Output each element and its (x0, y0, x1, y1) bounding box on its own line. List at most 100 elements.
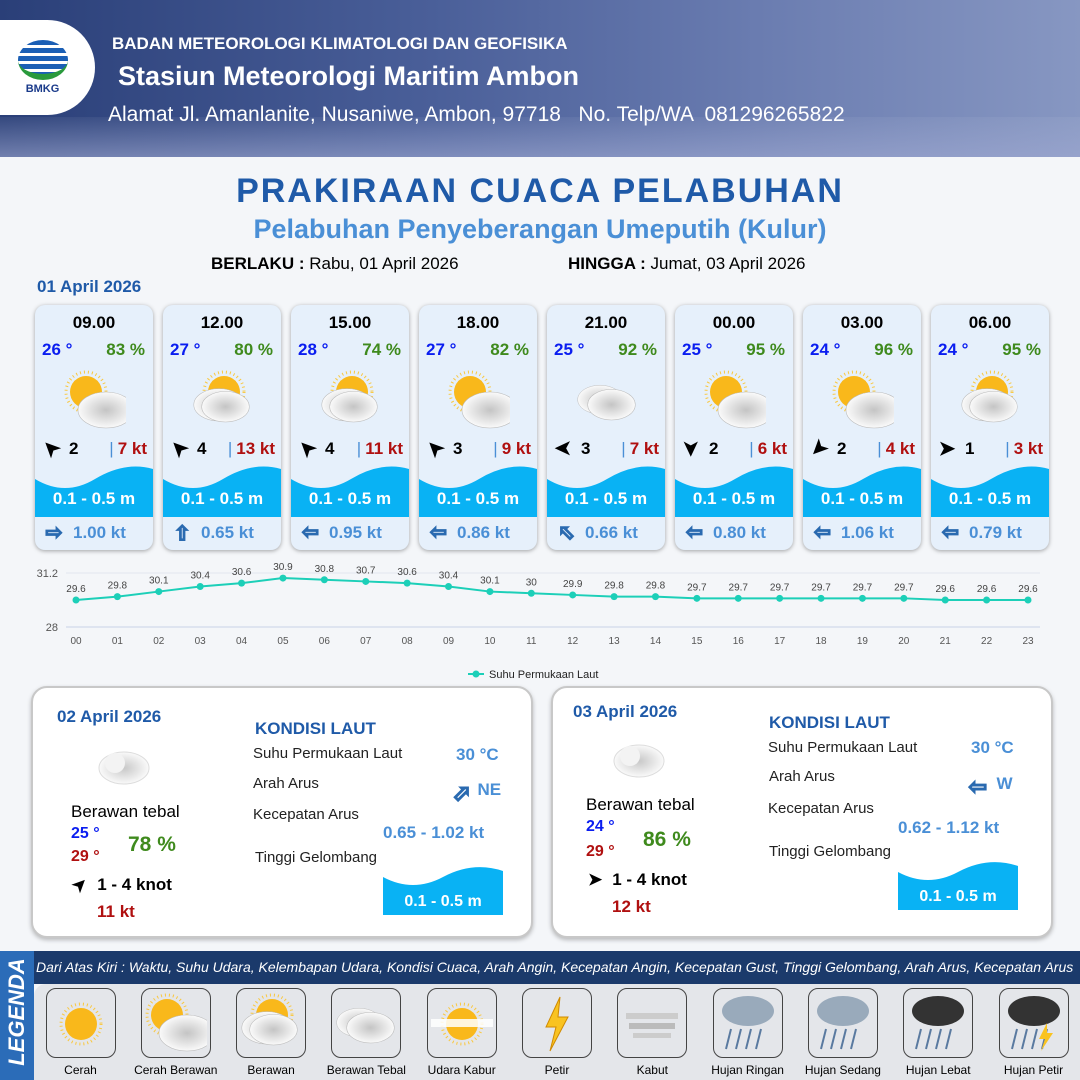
cerah-icon (45, 988, 116, 1058)
current-speed: 0.66 kt (585, 522, 638, 542)
air-temp: 27 ° (170, 340, 201, 359)
current: ⇨ 0.79 kt (937, 520, 1022, 545)
forecast-card: 21.00 25 ° 92 % ➤ 3 | 7 kt 0.1 - 0.5 m ⇨ 0.6… (547, 305, 665, 550)
x-tick-label: 06 (319, 636, 331, 647)
humidity: 92 % (618, 340, 657, 359)
wind-arrow-icon: ➤ (165, 434, 194, 462)
cerah-berawan-icon (704, 370, 775, 430)
data-label: 30.9 (273, 562, 293, 573)
humidity: 83 % (106, 340, 145, 359)
series-line (75, 577, 1028, 601)
current-arrow-icon: ⇨ (552, 518, 581, 546)
berawan-icon (960, 370, 1022, 430)
header-banner (0, 0, 1080, 157)
sst-value: 30 °C (971, 738, 1014, 757)
wind-arrow-icon: ➤ (37, 434, 66, 462)
forecast-card: 03.00 24 ° 96 % ➤ 2 | 4 kt 0.1 - 0.5 m ⇨ 1.0… (803, 305, 921, 550)
air-temp: 25 ° (554, 340, 585, 359)
x-tick-label: 08 (402, 636, 414, 647)
legend-side-label: LEGENDA (0, 951, 34, 1080)
current-arrow-icon: ⇨ (813, 521, 831, 544)
x-tick-label: 15 (691, 636, 703, 647)
x-tick-label: 21 (940, 636, 952, 647)
wave-height: 0.1 - 0.5 m (931, 465, 1049, 517)
berawan-icon (236, 988, 307, 1058)
legend-description: Dari Atas Kiri : Waktu, Suhu Udara, Kele… (34, 951, 1080, 984)
forecast-time: 18.00 (456, 313, 500, 332)
data-label: 30 (526, 577, 538, 588)
air-temp: 25 ° (682, 340, 713, 359)
data-point (734, 594, 742, 602)
page-title: PRAKIRAAN CUACA PELABUHAN (236, 172, 844, 210)
data-label: 30.7 (356, 565, 376, 576)
sst-label: Suhu Permukaan Laut (768, 739, 918, 756)
gust: | 7 kt (621, 438, 659, 458)
wind-speed: 2 (837, 438, 847, 458)
cerah-berawan-icon (64, 370, 135, 430)
x-tick-label: 13 (609, 636, 621, 647)
legend-label: Udara Kabur (427, 1063, 496, 1077)
forecast-card: 15.00 28 ° 74 % ➤ 4 | 11 kt 0.1 - 0.5 m ⇨ 0.… (291, 305, 409, 550)
forecast-time: 12.00 (200, 313, 244, 332)
current-arrow-icon: ⇨ (685, 521, 703, 544)
x-tick-label: 23 (1022, 636, 1034, 647)
legend-item: Petir (510, 988, 605, 1077)
current-speed: 0.95 kt (329, 522, 382, 542)
weather-label: Berawan tebal (71, 802, 180, 821)
data-point (693, 594, 701, 602)
legend-label: Cerah Berawan (134, 1063, 218, 1077)
data-point (320, 576, 328, 584)
data-point (486, 588, 494, 596)
valid-from: BERLAKU : Rabu, 01 April 2026 (211, 254, 459, 273)
gust: 11 kt (97, 902, 135, 921)
legend-item: Hujan Lebat (891, 988, 986, 1077)
humidity: 95 % (1002, 340, 1041, 359)
data-label: 30.4 (439, 571, 459, 582)
x-tick-label: 12 (567, 636, 579, 647)
temp-max: 29 ° (71, 848, 100, 865)
data-point (527, 589, 535, 597)
current-arrow-icon: ⇨ (171, 524, 194, 542)
day3-panel: 03 April 2026 Berawan tebal 24 ° 29 ° 86… (551, 686, 1053, 938)
wind-speed: 4 (325, 438, 335, 458)
air-temp: 24 ° (938, 340, 969, 359)
current-dir: ⇨ W (968, 774, 1013, 800)
wind: ➤ 1 - 4 knot (588, 870, 687, 889)
current: ⇨ 0.66 kt (552, 518, 638, 546)
wind-speed: 2 (709, 438, 719, 458)
sea-title: KONDISI LAUT (769, 713, 890, 732)
gust: | 11 kt (356, 438, 403, 458)
current-speed: 0.65 - 1.02 kt (383, 823, 485, 842)
petir-icon (522, 988, 592, 1058)
data-label: 29.7 (729, 582, 749, 593)
wind: ➤ 2 | 7 kt (38, 434, 147, 461)
data-point (817, 594, 825, 602)
forecast-time: 00.00 (712, 313, 756, 332)
wave-height: 0.1 - 0.5 m (35, 465, 153, 517)
air-temp: 28 ° (298, 340, 329, 359)
wind: ➤ 2 | 6 kt (680, 436, 788, 461)
forecast-time: 21.00 (584, 313, 628, 332)
port-name: Pelabuhan Penyeberangan Umeputih (Kulur) (253, 214, 827, 244)
data-point (279, 574, 287, 582)
data-label: 30.6 (232, 567, 252, 578)
agency-name: BADAN METEOROLOGI KLIMATOLOGI DAN GEOFIS… (112, 34, 568, 53)
data-label: 30.1 (480, 576, 500, 587)
wind-speed: 2 (69, 438, 79, 458)
data-label: 29.7 (687, 582, 707, 593)
forecast-card: 12.00 27 ° 80 % ➤ 4 | 13 kt 0.1 - 0.5 m ⇨ 0.… (163, 305, 281, 550)
cerah-berawan-icon (832, 370, 903, 430)
legend-item: Udara Kabur (414, 988, 509, 1077)
wind-arrow-icon: ➤ (554, 437, 572, 459)
gust: | 7 kt (109, 438, 147, 458)
current-speed-label: Kecepatan Arus (768, 800, 874, 817)
wind: ➤ 2 | 4 kt (805, 434, 915, 461)
wind: ➤ 4 | 13 kt (166, 434, 275, 461)
data-point (445, 583, 453, 590)
wind-speed: 3 (453, 438, 463, 458)
data-point (983, 596, 991, 604)
data-label: 29.6 (1018, 584, 1038, 595)
data-point (196, 583, 204, 590)
y-tick-label: 28 (46, 622, 58, 634)
wind-arrow-icon: ➤ (421, 434, 450, 462)
